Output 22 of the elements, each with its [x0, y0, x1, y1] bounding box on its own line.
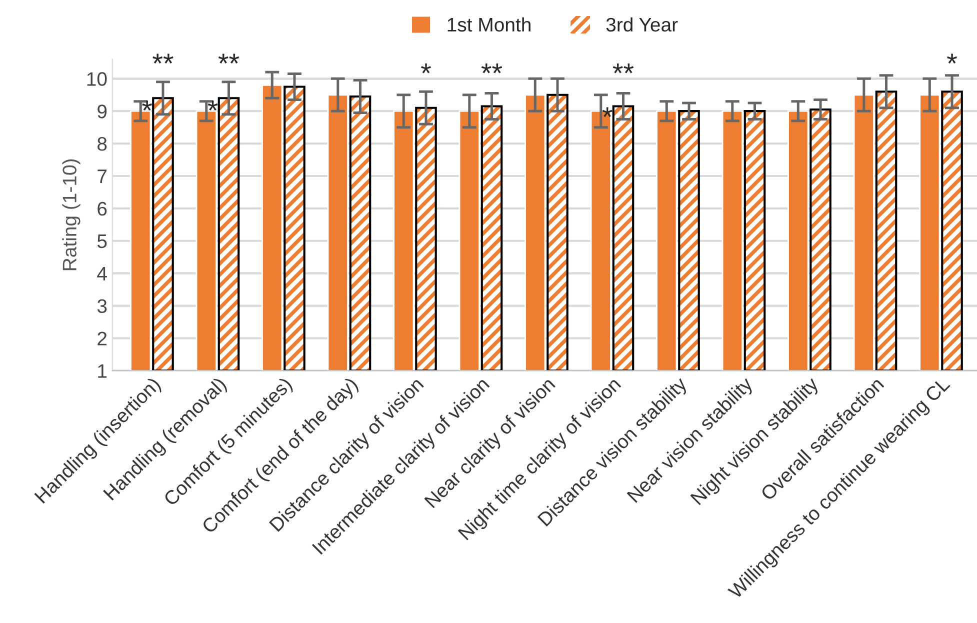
annotation: * — [208, 100, 218, 111]
y-tick-label: 2 — [98, 332, 107, 346]
annotation: ** — [152, 54, 174, 64]
annotation: * — [947, 54, 957, 64]
y-tick-label: 4 — [97, 267, 107, 280]
annotation: ** — [218, 54, 240, 64]
annotation: * — [142, 100, 152, 111]
y-tick-label: 5 — [97, 234, 107, 248]
y-tick-label: 3 — [97, 299, 107, 314]
legend-label: 1st Month — [448, 17, 530, 32]
annotation: * — [421, 64, 431, 74]
annotation: * — [602, 107, 612, 118]
annotation: ** — [481, 64, 502, 74]
y-tick-label: 7 — [98, 170, 107, 184]
y-tick-label: 10 — [87, 72, 107, 86]
annotation: ** — [612, 64, 634, 74]
y-tick-label: 1 — [98, 364, 107, 378]
y-tick-label: 9 — [98, 104, 107, 118]
y-tick-label: 6 — [98, 202, 107, 216]
legend-label: 3rd Year — [606, 17, 678, 32]
y-tick-label: 8 — [98, 137, 107, 151]
y-axis-title: Rating (1-10) — [62, 159, 80, 270]
